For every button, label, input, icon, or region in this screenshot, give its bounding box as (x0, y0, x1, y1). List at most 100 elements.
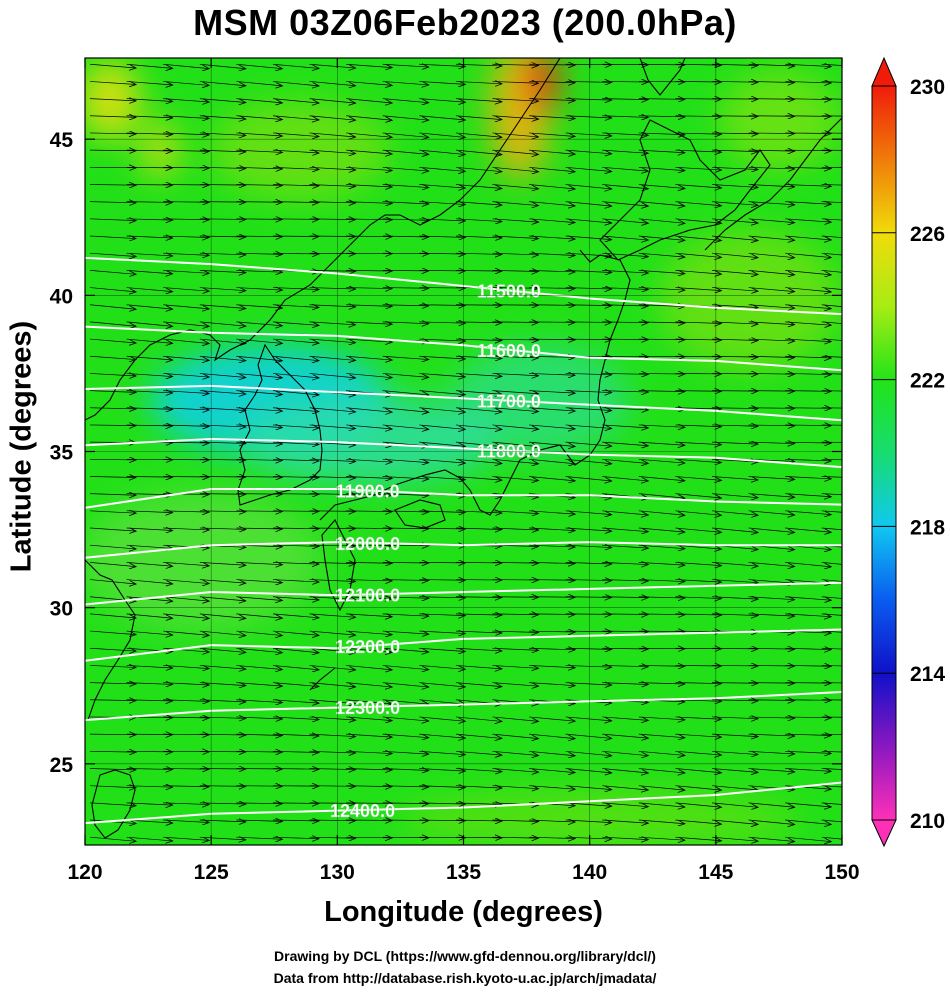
wind-arrow (163, 476, 209, 477)
wind-arrow (492, 166, 539, 171)
wind-arrow (565, 339, 612, 340)
x-axis-title: Longitude (degrees) (324, 896, 603, 928)
wind-arrow (821, 458, 842, 461)
wind-arrow (565, 458, 612, 463)
wind-arrow (236, 253, 282, 254)
wind-arrow (382, 64, 429, 67)
wind-arrow (785, 442, 831, 443)
wind-arrow (199, 511, 246, 512)
wind-arrow (529, 81, 575, 82)
wind-arrow (309, 597, 356, 600)
wind-arrow (492, 149, 539, 154)
wind-arrow (492, 356, 539, 358)
wind-arrow (126, 184, 173, 185)
wind-arrow (346, 476, 392, 478)
wind-arrow (785, 321, 831, 325)
wind-arrow (309, 716, 356, 720)
wind-arrow (236, 184, 282, 185)
wind-arrow (821, 98, 842, 100)
wind-arrow (529, 149, 575, 154)
wind-arrow (346, 81, 392, 85)
wind-arrow (529, 201, 575, 206)
wind-arrow (565, 441, 612, 446)
wind-arrow (163, 511, 209, 512)
kuril-islands-coastline (704, 117, 842, 251)
wind-arrow (90, 768, 136, 769)
wind-arrow (309, 580, 356, 582)
wind-arrow (748, 133, 795, 134)
wind-arrow (126, 150, 173, 151)
wind-arrow (346, 647, 392, 652)
sakhalin-coastline (639, 58, 686, 96)
wind-arrow (529, 64, 575, 65)
x-tick-label: 130 (320, 861, 355, 884)
wind-arrow (821, 149, 842, 151)
wind-arrow (712, 768, 758, 772)
wind-arrow (419, 390, 465, 395)
wind-arrow (236, 528, 282, 529)
wind-arrow (565, 184, 612, 188)
wind-arrow (565, 648, 612, 649)
wind-arrow (602, 99, 648, 100)
wind-arrow (163, 665, 209, 668)
wind-arrow (748, 802, 795, 807)
wind-arrow (419, 202, 465, 205)
wind-arrow (382, 528, 429, 529)
wind-arrow (785, 802, 831, 807)
wind-arrow (712, 700, 758, 701)
y-tick-label: 45 (50, 129, 74, 152)
wind-arrow (163, 373, 209, 377)
wind-arrow (272, 184, 319, 185)
wind-arrow (199, 837, 246, 840)
wind-arrow (163, 803, 209, 805)
wind-arrow (163, 734, 209, 735)
wind-arrow (236, 288, 282, 291)
wind-arrow (529, 270, 575, 272)
wind-arrow (785, 768, 831, 771)
wind-arrow (126, 734, 173, 735)
colorbar-tick-label: 214 (910, 663, 945, 686)
wind-arrow (675, 339, 721, 340)
wind-arrow (675, 391, 721, 392)
wind-arrow (529, 648, 575, 650)
wind-arrow (492, 201, 539, 206)
wind-arrow (90, 579, 136, 584)
wind-arrow (126, 836, 173, 841)
wind-arrow (199, 751, 246, 752)
wind-arrow (492, 597, 539, 598)
wind-arrow (236, 596, 282, 601)
credit-line-data: Data from http://database.rish.kyoto-u.a… (273, 970, 657, 986)
wind-arrow (821, 768, 842, 770)
wind-arrow (126, 630, 173, 635)
wind-arrow (602, 408, 648, 410)
wind-arrow (529, 820, 575, 822)
wind-arrow (236, 338, 282, 343)
wind-arrow (638, 750, 685, 755)
wind-arrow (272, 288, 319, 290)
wind-arrow (565, 218, 612, 223)
wind-arrow (236, 630, 282, 635)
wind-arrow (272, 699, 319, 703)
wind-arrow (675, 510, 721, 515)
wind-arrow (382, 184, 429, 187)
wind-arrow (638, 235, 685, 240)
wind-arrow (785, 150, 831, 151)
wind-arrow (492, 253, 539, 255)
wind-arrow (748, 562, 795, 566)
wind-arrow (382, 81, 429, 85)
wind-arrow (748, 373, 795, 374)
y-tick-label: 30 (50, 598, 73, 621)
wind-arrow (638, 631, 685, 632)
wind-arrow (712, 116, 758, 117)
wind-arrow (90, 751, 136, 752)
wind-arrow (565, 81, 612, 82)
wind-arrow (419, 236, 465, 237)
wind-arrow (126, 202, 173, 203)
map-field: 11500.011600.011700.011800.011900.012000… (85, 58, 842, 845)
wind-arrow (565, 322, 612, 323)
wind-arrow (419, 614, 465, 616)
wind-arrow (712, 133, 758, 134)
wind-arrow (565, 116, 612, 118)
wind-arrow (748, 665, 795, 666)
wind-arrow (565, 527, 612, 531)
